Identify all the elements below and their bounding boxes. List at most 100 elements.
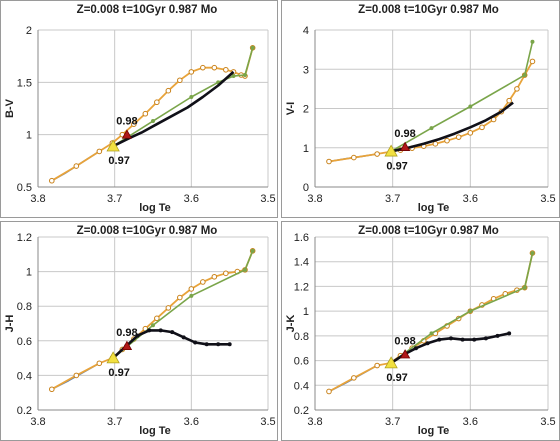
chart-jh-ytick-label: 0.8: [17, 301, 32, 313]
chart-jh-point-model_a: [223, 270, 229, 277]
chart-jh-frame: [0, 221, 278, 441]
chart-jh-marker-097: [106, 351, 120, 364]
chart-bv-point-model_a: [154, 99, 160, 106]
chart-vi-point-model_a: [479, 124, 485, 131]
chart-jh-point-model_c: [189, 293, 194, 298]
chart-jk-marker-098: [399, 349, 411, 359]
chart-vi-point-model_a: [444, 137, 450, 144]
chart-bv-point-model_a: [49, 177, 55, 184]
chart-jk-ytick-label: 1: [303, 306, 309, 318]
chart-jh: 0.2 0.4 0.6 0.8 1 1.2 3.8 3.7 3.6 3.5 Z=0.008 t=10…: [0, 221, 278, 441]
chart-vi-xlabel: log Te: [418, 202, 450, 214]
chart-jh-point-model_a: [154, 315, 160, 322]
chart-jk-label-098: 0.98: [394, 335, 415, 347]
chart-jk-ytick-label: 0.2: [294, 405, 309, 417]
chart-jh-xtick-label: 3.7: [107, 416, 122, 428]
chart-jk-point-model_b: [425, 341, 430, 346]
chart-jk-ytick-label: 1.6: [294, 232, 309, 244]
chart-vi-ytick-label: 1: [303, 143, 309, 155]
chart-bv-point-model_a: [177, 77, 183, 84]
chart-jh-marker-098: [121, 340, 133, 350]
chart-jh-point-model_b: [216, 342, 221, 347]
chart-jk-point-model_b: [460, 337, 465, 342]
chart-jk-xtick-label: 3.8: [307, 416, 322, 428]
chart-bv-ytick-label: 1.5: [17, 77, 32, 89]
chart-jh-point-model_b: [227, 342, 232, 347]
chart-jk-xlabel: log Te: [418, 425, 450, 437]
chart-jh-point-model_c: [150, 323, 155, 328]
chart-bv-ytick-label: 1: [26, 130, 32, 142]
chart-jk-point-model_a: [374, 362, 380, 369]
chart-bv-point-model_a: [131, 121, 137, 127]
chart-bv-title: Z=0.008 t=10Gyr 0.987 Mo: [77, 4, 218, 16]
chart-jh-point-model_a: [165, 305, 172, 311]
chart-bv-point-model_c: [231, 74, 236, 79]
chart-jh-xtick-label: 3.8: [30, 416, 45, 428]
chart-jk-point-model_b: [437, 337, 442, 342]
chart-jh-point-model_a: [177, 294, 183, 301]
chart-jh-point-model_c: [242, 267, 247, 272]
chart-jh-label-098: 0.98: [116, 327, 137, 339]
chart-bv-ylabel: B-V: [4, 98, 16, 118]
chart-jk-ytick-label: 0.8: [294, 331, 309, 343]
chart-vi-xtick-label: 3.5: [540, 193, 555, 205]
chart-vi-point-model_a: [326, 158, 332, 165]
chart-jk-xtick-label: 3.6: [463, 416, 478, 428]
chart-jk-xtick-label: 3.5: [540, 416, 555, 428]
chart-bv-ytick-label: 0.5: [17, 182, 32, 194]
chart-bv-xlabel: log Te: [139, 202, 171, 214]
chart-bv-marker-097: [106, 139, 120, 152]
chart-vi-marker-097: [384, 144, 398, 157]
chart-jk-point-model_b: [495, 333, 500, 338]
chart-vi-point-model_c: [468, 104, 473, 109]
chart-jh-ytick-label: 0.6: [17, 336, 32, 348]
chart-vi-point-model_a: [467, 130, 474, 136]
chart-bv-point-model_a: [211, 64, 218, 71]
chart-vi-point-model_a: [455, 134, 462, 140]
chart-bv-label-098: 0.98: [116, 116, 137, 128]
chart-jh-ytick-label: 1.2: [17, 232, 32, 244]
chart-bv-point-model_c: [150, 119, 155, 124]
chart-jk-xtick-label: 3.7: [385, 416, 400, 428]
chart-jh-point-model_c: [250, 248, 255, 253]
chart-jk-point-model_b: [448, 336, 453, 341]
chart-bv-xtick-label: 3.7: [107, 193, 122, 205]
chart-jh-ytick-label: 0.4: [17, 370, 32, 382]
chart-jh-point-model_b: [204, 342, 209, 347]
chart-vi-label-098: 0.98: [394, 128, 415, 140]
chart-bv-point-model_c: [189, 94, 194, 99]
chart-vi-series-model_b: [390, 101, 514, 153]
chart-jh-xlabel: log Te: [139, 425, 171, 437]
chart-bv-marker-098: [121, 129, 133, 139]
chart-jh-ytick-label: 0.2: [17, 405, 32, 417]
chart-jh-point-model_b: [193, 340, 198, 345]
chart-vi: 0 1 2 3 4 3.8 3.7 3.6 3.5 Z=0.008 t=10Gyr 0.987 M…: [281, 0, 560, 218]
chart-jk-marker-097: [384, 356, 398, 369]
chart-jk-ytick-label: 1.4: [294, 257, 309, 269]
chart-jh-point-model_b: [158, 328, 163, 333]
chart-vi-ytick-label: 0: [303, 182, 309, 194]
chart-bv-point-model_a: [223, 66, 229, 73]
chart-vi-point-model_a: [351, 154, 357, 161]
chart-vi-point-model_a: [432, 141, 439, 147]
chart-vi-point-model_c: [429, 126, 434, 131]
chart-jk-point-model_b: [483, 336, 488, 341]
chart-jk-frame: [281, 221, 560, 441]
chart-jh-point-model_b: [147, 328, 152, 333]
chart-jh-ylabel: J-H: [4, 315, 16, 333]
chart-jh-xtick-label: 3.5: [260, 416, 275, 428]
chart-bv-point-model_a: [96, 148, 103, 155]
chart-vi-ytick-label: 2: [303, 104, 309, 116]
chart-jh-point-model_b: [181, 335, 186, 340]
chart-jk-ytick-label: 1.2: [294, 281, 309, 293]
chart-vi-ytick-label: 3: [303, 64, 309, 76]
chart-vi-point-model_c: [522, 73, 527, 78]
chart-bv-ytick-label: 2: [26, 25, 32, 37]
chart-jk-point-model_a: [326, 388, 332, 395]
chart-bv-xtick-label: 3.8: [30, 193, 45, 205]
chart-vi-ytick-label: 4: [303, 25, 309, 37]
chart-jh-ytick-label: 1: [26, 267, 32, 279]
chart-jh-point-model_a: [200, 279, 206, 285]
chart-jk: 0.2 0.4 0.6 0.8 1 1.2 1.4 1.6 3.8 3.7 3.6 3.5 Z=0.00…: [281, 221, 560, 441]
